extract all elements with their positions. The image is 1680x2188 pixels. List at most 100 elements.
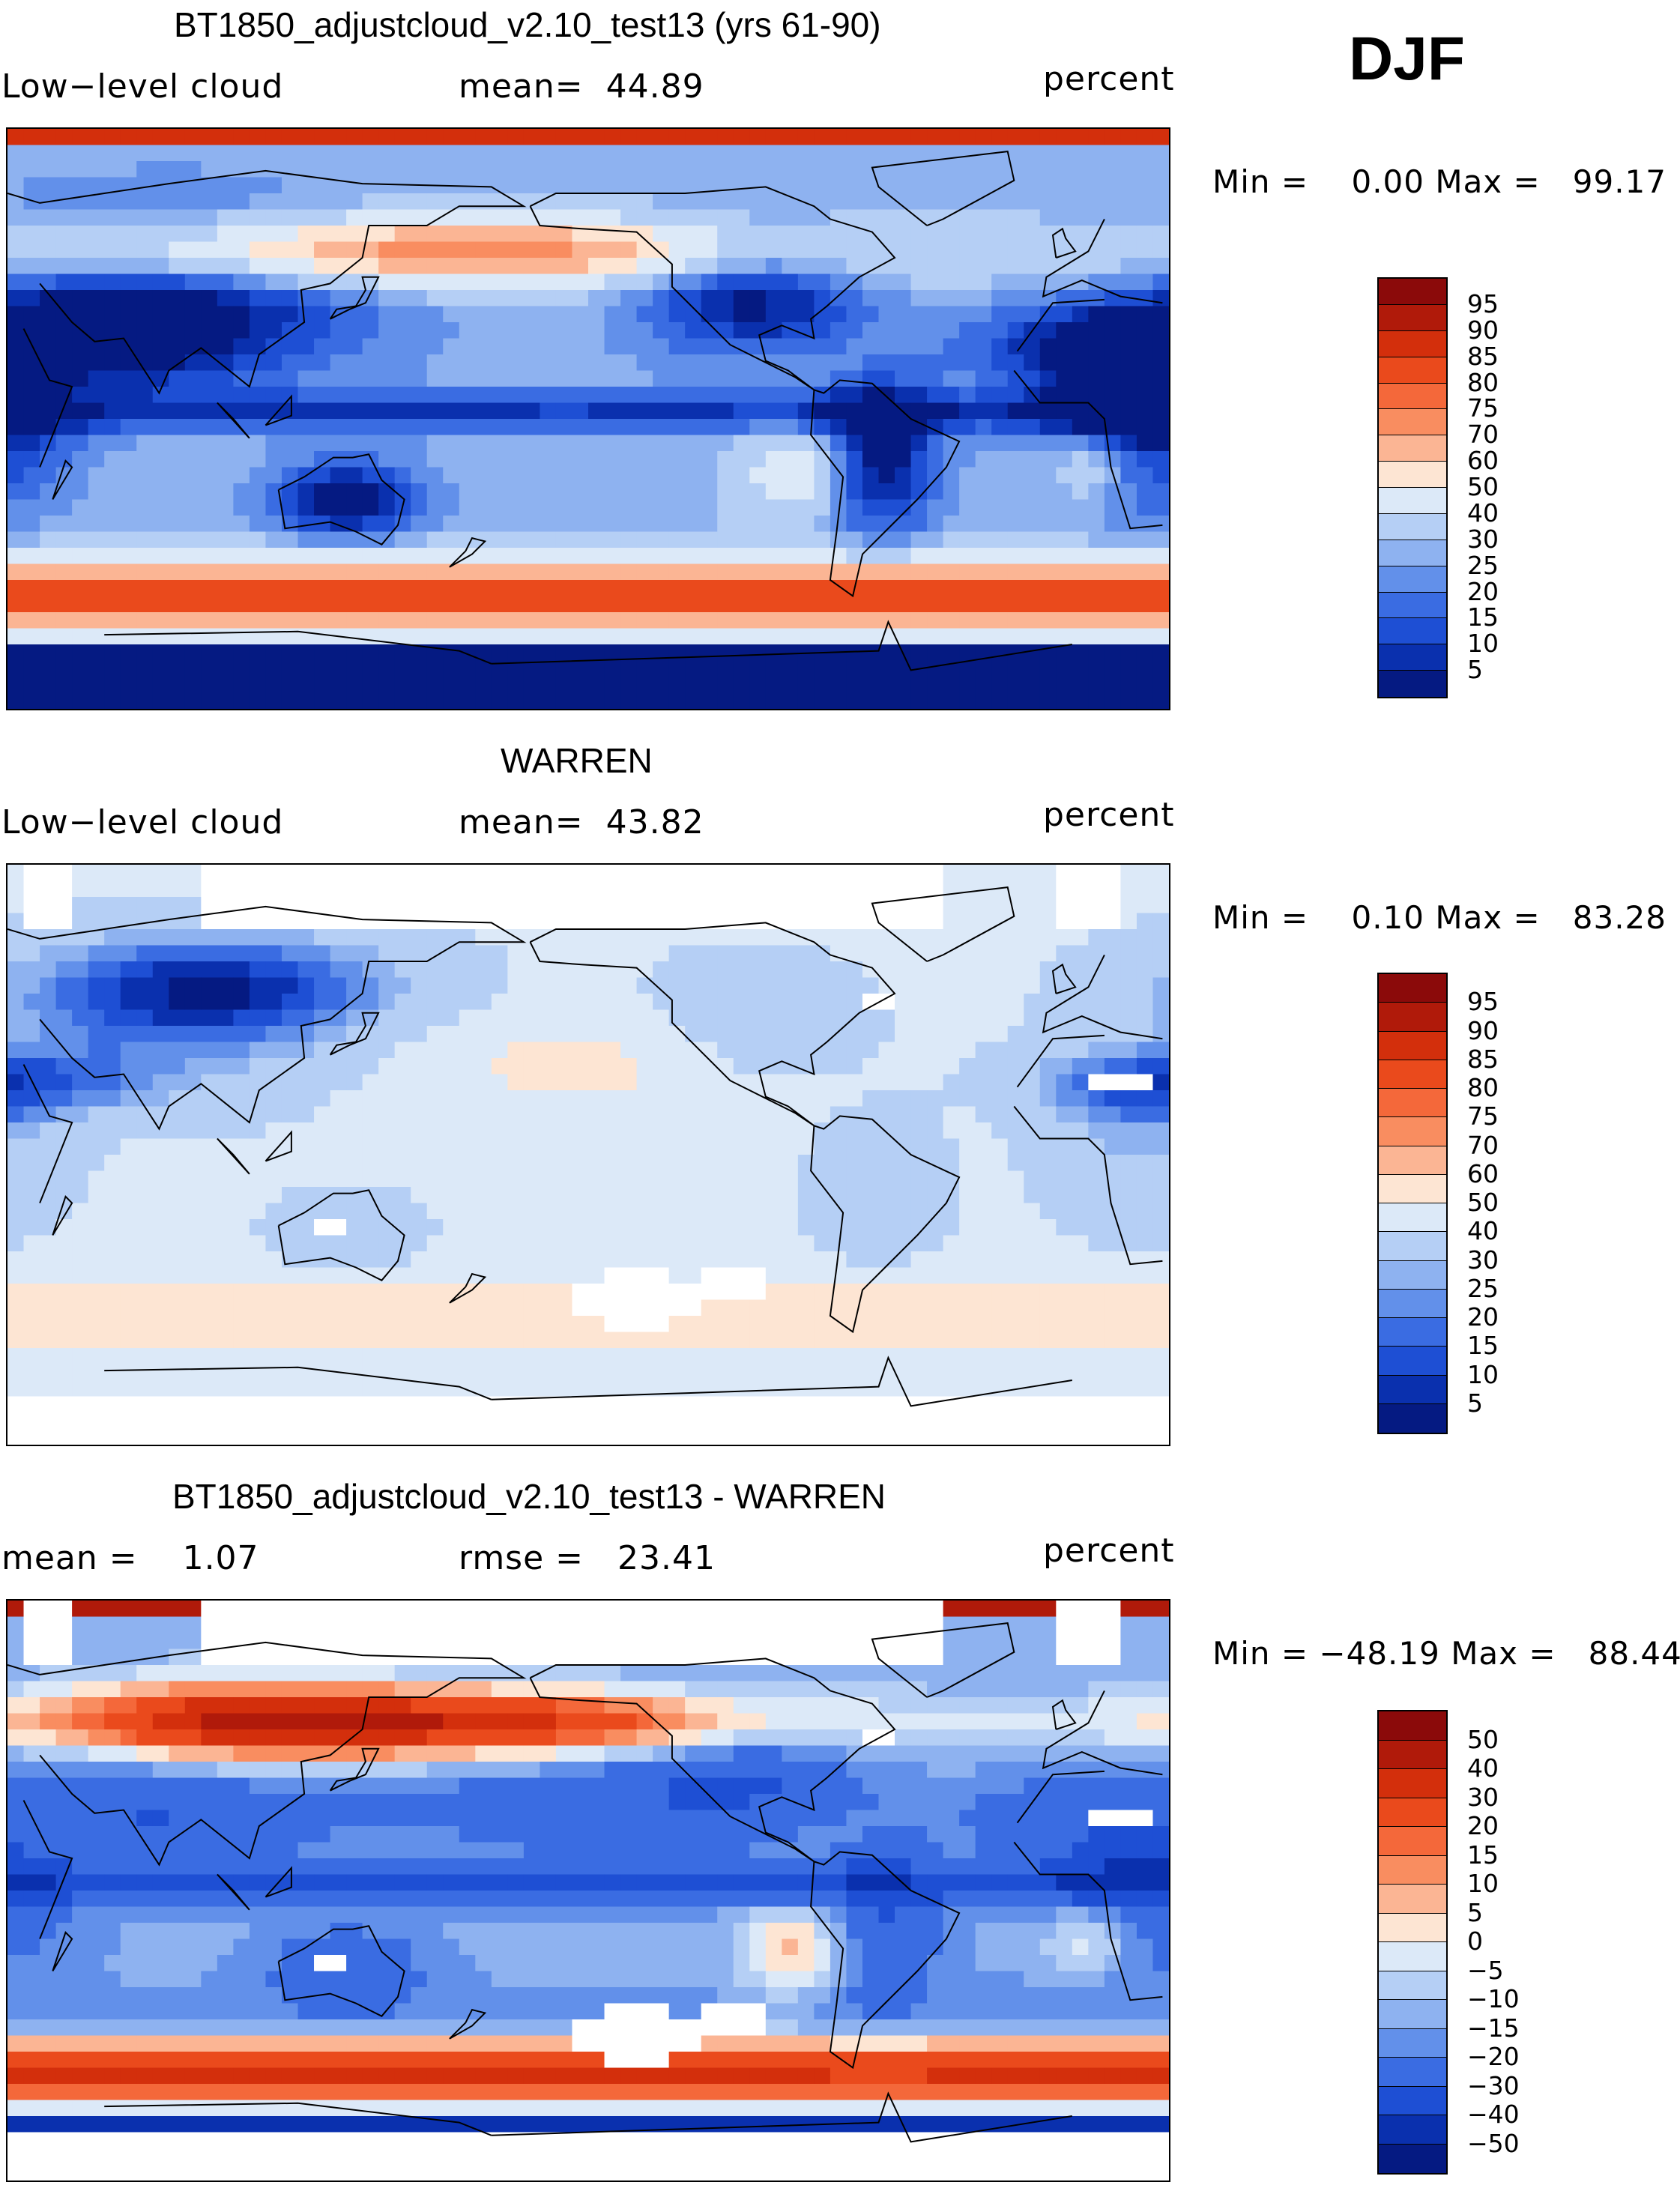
map-cell bbox=[1007, 1235, 1024, 1252]
map-cell bbox=[701, 913, 718, 930]
map-cell bbox=[55, 1316, 73, 1333]
map-cell bbox=[653, 1299, 670, 1317]
map-cell bbox=[895, 290, 912, 307]
map-cell bbox=[314, 929, 331, 946]
map-cell bbox=[1120, 644, 1137, 662]
map-cell bbox=[249, 516, 267, 533]
map-cell bbox=[653, 1058, 670, 1075]
map-cell bbox=[459, 977, 476, 994]
map-cell bbox=[120, 370, 137, 387]
map-cell bbox=[346, 977, 363, 994]
map-cell bbox=[523, 1364, 541, 1381]
map-cell bbox=[797, 548, 815, 565]
map-cell bbox=[362, 913, 379, 930]
map-cell bbox=[314, 897, 331, 914]
map-cell bbox=[1088, 1026, 1105, 1043]
map-cell bbox=[411, 945, 428, 962]
map-cell bbox=[701, 241, 718, 259]
map-cell bbox=[895, 596, 912, 613]
map-cell bbox=[910, 880, 928, 898]
map-cell bbox=[1007, 929, 1024, 946]
map-cell bbox=[475, 1332, 492, 1349]
map-cell bbox=[862, 644, 880, 662]
map-cell bbox=[653, 306, 670, 323]
map-cell bbox=[491, 145, 508, 162]
map-cell bbox=[136, 612, 154, 629]
map-cell bbox=[1007, 994, 1024, 1011]
map-cell bbox=[878, 692, 895, 709]
map-cell bbox=[201, 1251, 218, 1269]
map-cell bbox=[701, 290, 718, 307]
map-cell bbox=[265, 612, 282, 629]
map-cell bbox=[233, 226, 250, 243]
map-cell bbox=[443, 402, 460, 420]
map-cell bbox=[443, 644, 460, 662]
map-cell bbox=[1136, 1026, 1154, 1043]
map-cell bbox=[555, 945, 573, 962]
map-cell bbox=[297, 193, 315, 211]
map-cell bbox=[443, 451, 460, 468]
map-cell bbox=[426, 897, 444, 914]
map-cell bbox=[604, 660, 621, 677]
map-cell bbox=[491, 322, 508, 339]
map-cell bbox=[765, 193, 782, 211]
map-cell bbox=[475, 1364, 492, 1381]
map-cell bbox=[120, 209, 137, 226]
map-cell bbox=[459, 258, 476, 275]
map-cell bbox=[330, 1026, 347, 1043]
map-cell bbox=[717, 1026, 734, 1043]
map-cell bbox=[733, 499, 750, 516]
map-cell bbox=[362, 961, 379, 979]
map-cell bbox=[184, 1251, 202, 1269]
map-cell bbox=[120, 897, 137, 914]
map-cell bbox=[846, 451, 863, 468]
map-cell bbox=[701, 1299, 718, 1317]
map-cell bbox=[120, 387, 137, 404]
map-cell bbox=[878, 1090, 895, 1107]
map-cell bbox=[88, 865, 105, 882]
map-cell bbox=[88, 1155, 105, 1172]
map-cell bbox=[40, 660, 57, 677]
map-cell bbox=[104, 467, 121, 484]
map-cell bbox=[653, 1122, 670, 1140]
map-cell bbox=[475, 1074, 492, 1091]
map-cell bbox=[394, 913, 411, 930]
map-cell bbox=[394, 1042, 411, 1059]
map-cell bbox=[217, 451, 234, 468]
map-cell bbox=[346, 177, 363, 194]
map-cell bbox=[152, 467, 169, 484]
map-cell bbox=[443, 1106, 460, 1123]
map-cell bbox=[685, 1348, 702, 1365]
map-cell bbox=[426, 435, 444, 452]
map-cell bbox=[1056, 451, 1073, 468]
map-cell bbox=[459, 994, 476, 1011]
map-cell bbox=[991, 1364, 1009, 1381]
map-cell bbox=[717, 1058, 734, 1075]
map-cell bbox=[959, 1074, 976, 1091]
map-cell bbox=[88, 644, 105, 662]
map-cell bbox=[1088, 322, 1105, 339]
map-cell bbox=[314, 1155, 331, 1172]
map-cell bbox=[685, 660, 702, 677]
map-cell bbox=[169, 1380, 186, 1397]
map-cell bbox=[620, 290, 638, 307]
map-cell bbox=[459, 580, 476, 597]
map-cell bbox=[265, 177, 282, 194]
map-cell bbox=[878, 1219, 895, 1236]
map-cell bbox=[878, 897, 895, 914]
colorbar-swatch bbox=[1379, 671, 1446, 697]
map-cell bbox=[862, 1187, 880, 1204]
map-cell bbox=[426, 865, 444, 882]
map-cell bbox=[959, 977, 976, 994]
map-cell bbox=[1039, 994, 1057, 1011]
map-cell bbox=[846, 548, 863, 565]
map-cell bbox=[620, 1106, 638, 1123]
map-cell bbox=[540, 483, 557, 501]
map-cell bbox=[104, 177, 121, 194]
map-cell bbox=[878, 129, 895, 146]
map-cell bbox=[362, 1380, 379, 1397]
map-cell bbox=[281, 644, 299, 662]
map-cell bbox=[540, 548, 557, 565]
map-cell bbox=[572, 1203, 589, 1220]
map-cell bbox=[991, 435, 1009, 452]
